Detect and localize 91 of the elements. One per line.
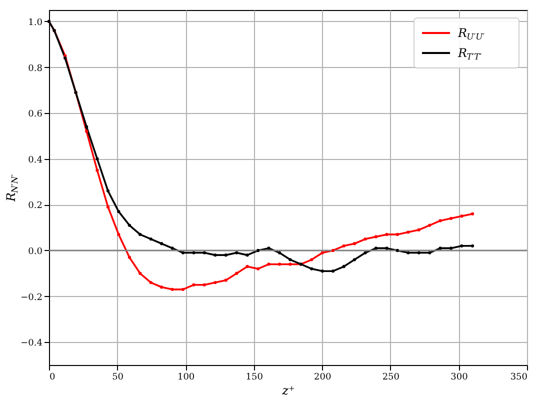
point	[202, 251, 206, 254]
point	[288, 258, 292, 262]
point	[417, 251, 420, 254]
point	[406, 230, 410, 234]
point	[331, 248, 335, 252]
point	[181, 251, 185, 254]
point	[470, 244, 474, 248]
point	[396, 232, 399, 236]
point	[374, 235, 378, 238]
point	[428, 251, 432, 254]
point	[342, 264, 346, 268]
point	[170, 246, 174, 250]
point	[192, 283, 196, 286]
x-tick-label: 150	[246, 372, 264, 382]
point	[117, 232, 120, 236]
point	[160, 242, 164, 246]
point	[160, 286, 164, 289]
point	[214, 280, 217, 284]
point	[96, 168, 99, 172]
y-tick-label: 1.0	[28, 18, 43, 28]
point	[470, 212, 474, 216]
point	[117, 210, 120, 214]
point	[310, 258, 314, 262]
point	[96, 157, 99, 160]
x-tick-label: 0	[50, 372, 56, 382]
point	[288, 262, 292, 266]
point	[138, 272, 142, 275]
point	[106, 189, 110, 193]
point	[396, 248, 399, 252]
point	[84, 125, 88, 128]
point	[406, 251, 410, 254]
point	[374, 246, 378, 250]
point	[267, 246, 270, 250]
point	[449, 216, 453, 220]
point	[235, 272, 238, 275]
point	[170, 288, 174, 291]
y-tick-label: 0.0	[28, 246, 43, 257]
point	[192, 251, 196, 254]
y-tick-label: 0.2	[28, 201, 42, 212]
x-tick-label: 350	[510, 372, 528, 382]
point	[84, 130, 88, 133]
point	[385, 232, 388, 236]
point	[267, 262, 270, 266]
point	[320, 251, 324, 254]
y-tick-label: 0.8	[28, 64, 43, 74]
point	[128, 224, 132, 227]
y-tick-label: 0.6	[28, 110, 43, 120]
y-tick-label: −0.4	[20, 338, 43, 349]
point	[202, 283, 206, 286]
point	[235, 251, 238, 254]
point	[460, 214, 464, 218]
point	[224, 278, 228, 282]
point	[64, 56, 67, 60]
point	[460, 244, 464, 248]
point	[106, 205, 110, 209]
point	[278, 251, 282, 254]
point	[438, 219, 442, 222]
point	[256, 267, 260, 270]
y-axis-title: RN′N′	[4, 174, 20, 202]
point	[438, 246, 442, 250]
point	[352, 242, 356, 246]
point	[138, 232, 142, 236]
point	[214, 253, 217, 257]
point	[352, 258, 356, 262]
point	[342, 244, 346, 248]
point	[331, 270, 335, 273]
y-tick-label: −0.2	[20, 292, 42, 303]
x-tick-label: 250	[382, 372, 400, 382]
point	[149, 280, 152, 284]
point	[364, 251, 367, 254]
point	[310, 267, 314, 270]
point	[428, 224, 432, 227]
point	[278, 262, 282, 266]
point	[224, 253, 228, 257]
point	[256, 248, 260, 252]
point	[128, 256, 132, 259]
point	[149, 237, 152, 241]
point	[320, 270, 324, 273]
point	[181, 288, 185, 291]
x-tick-label: 200	[314, 372, 332, 382]
x-axis-title: z⁺	[281, 384, 295, 398]
y-tick-label: 0.4	[28, 155, 43, 166]
x-tick-label: 100	[177, 372, 195, 382]
x-tick-label: 300	[450, 372, 468, 382]
point	[246, 253, 249, 257]
point	[385, 246, 388, 250]
point	[364, 237, 367, 241]
point	[246, 264, 249, 268]
x-tick-label: 50	[112, 372, 124, 382]
point	[417, 228, 420, 232]
point	[449, 246, 453, 250]
